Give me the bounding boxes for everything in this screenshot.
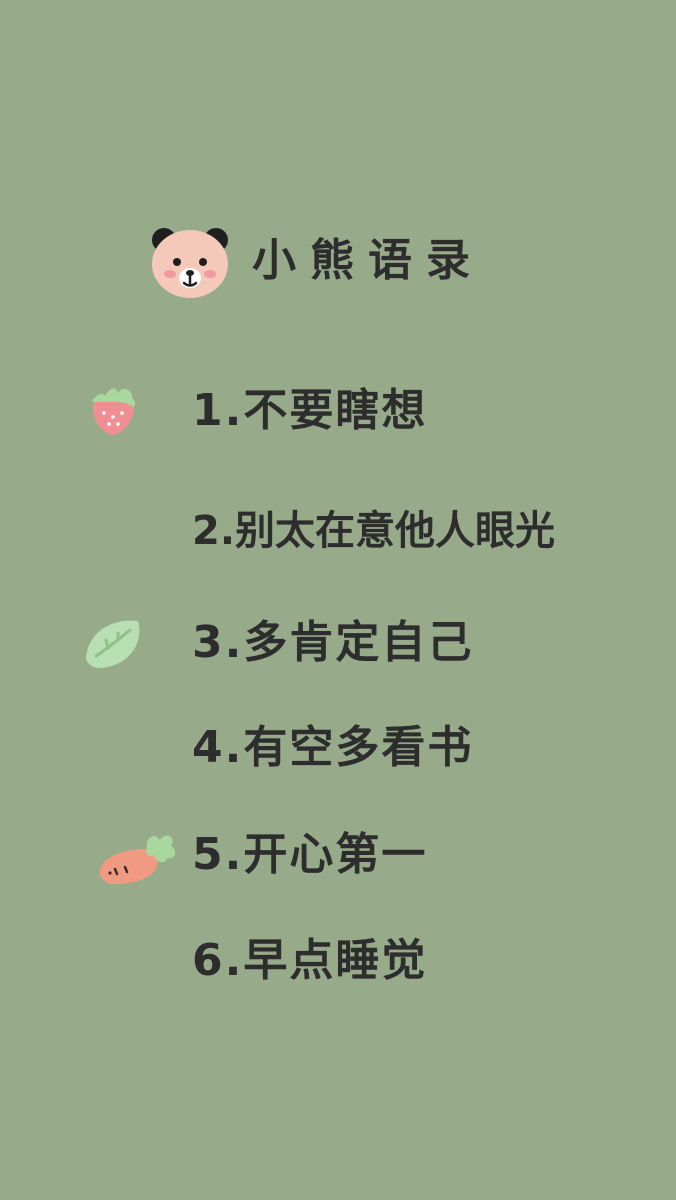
list-item: 2.别太在意他人眼光 <box>192 508 556 554</box>
list-item: 4.有空多看书 <box>192 722 474 773</box>
leaf-icon <box>86 620 140 668</box>
title-block: 小熊语录 <box>146 222 526 304</box>
list-item: 3.多肯定自己 <box>192 617 474 668</box>
carrot-icon <box>99 835 176 885</box>
page-title: 小熊语录 <box>252 235 484 286</box>
list-item: 1.不要瞎想 <box>192 385 428 436</box>
strawberry-icon <box>92 388 136 435</box>
list-item: 6.早点睡觉 <box>192 935 428 986</box>
list-item: 5.开心第一 <box>192 829 428 880</box>
bear-face-icon <box>152 228 228 298</box>
